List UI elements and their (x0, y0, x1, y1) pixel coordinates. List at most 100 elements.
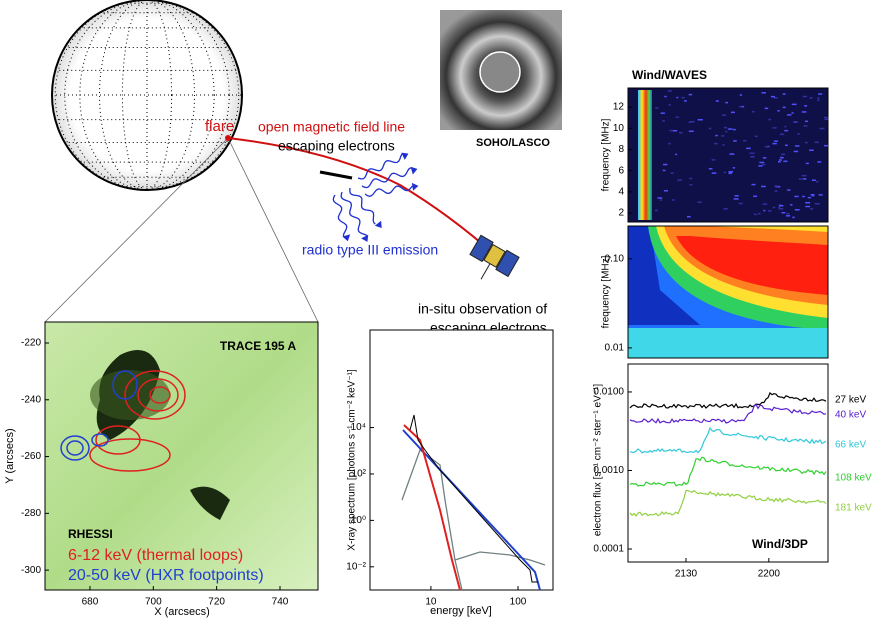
noise-dot (824, 117, 828, 119)
noise-dot (687, 216, 691, 218)
noise-dot (657, 197, 662, 199)
noise-dot (697, 201, 701, 203)
spacecraft (462, 235, 519, 290)
noise-dot (664, 96, 666, 98)
noise-dot (689, 121, 692, 123)
noise-dot (754, 214, 757, 216)
x-tick-label: 700 (145, 597, 162, 608)
electrons-label: escaping electrons (278, 138, 395, 154)
noise-dot (725, 102, 728, 104)
noise-dot (805, 202, 810, 204)
noise-dot (779, 205, 784, 207)
noise-dot (784, 130, 788, 132)
arrowhead (375, 221, 382, 228)
y-tick-label: 0.0100 (593, 387, 624, 398)
noise-dot (795, 145, 800, 147)
noise-dot (819, 128, 824, 129)
noise-dot (722, 114, 726, 116)
noise-dot (655, 107, 658, 109)
noise-dot (824, 145, 828, 147)
y-tick-label: 8 (618, 144, 624, 155)
noise-dot (799, 178, 803, 180)
channel-label: 27 keV (835, 395, 866, 406)
waves-bottom-image (628, 226, 828, 358)
noise-dot (712, 159, 716, 161)
noise-dot (775, 190, 778, 192)
arrowhead (410, 167, 417, 175)
noise-dot (762, 164, 765, 166)
y-tick-label: 0.0010 (593, 465, 624, 476)
noise-dot (786, 215, 790, 217)
y-tick-label: -240 (21, 394, 41, 405)
noise-dot (735, 195, 739, 197)
noise-dot (716, 100, 719, 102)
noise-dot (815, 142, 819, 144)
noise-dot (715, 135, 718, 137)
noise-dot (689, 178, 692, 180)
noise-dot (787, 114, 791, 116)
noise-dot (792, 104, 797, 106)
noise-dot (724, 127, 727, 129)
noise-dot (782, 212, 786, 214)
noise-dot (805, 142, 808, 144)
channel-label: 181 keV (835, 503, 872, 514)
noise-dot (794, 151, 798, 153)
dp-title: Wind/3DP (752, 537, 808, 551)
noise-dot (668, 143, 670, 145)
y-tick-label: 2 (618, 208, 624, 219)
y-tick-label: 10² (352, 469, 367, 480)
noise-dot (731, 112, 735, 114)
noise-dot (743, 140, 746, 142)
noise-dot (663, 164, 667, 166)
noise-dot (755, 136, 758, 138)
noise-dot (709, 128, 711, 130)
y-tick-label: 4 (618, 187, 624, 198)
noise-dot (802, 196, 805, 198)
x-tick-label: 2130 (675, 569, 698, 580)
noise-dot (778, 161, 781, 163)
noise-dot (689, 184, 692, 186)
noise-dot (758, 165, 762, 167)
page: {"sun_diagram":{"flare_label":"flare","f… (0, 0, 873, 619)
noise-dot (790, 204, 792, 206)
noise-dot (791, 112, 793, 114)
noise-dot (758, 213, 761, 215)
noise-dot (802, 175, 807, 177)
arrowhead (401, 153, 408, 160)
noise-dot (762, 92, 766, 94)
noise-dot (787, 189, 790, 191)
noise-dot (781, 154, 785, 156)
noise-dot (771, 96, 775, 98)
noise-dot (677, 179, 682, 181)
noise-dot (655, 210, 658, 212)
noise-dot (728, 173, 732, 175)
y-tick-label: 0.10 (605, 254, 625, 265)
noise-dot (803, 96, 807, 98)
noise-dot (734, 198, 739, 200)
noise-dot (733, 140, 737, 142)
noise-dot (812, 180, 816, 182)
noise-dot (817, 97, 819, 99)
noise-dot (672, 199, 675, 201)
noise-dot (746, 148, 751, 150)
noise-dot (783, 161, 787, 163)
noise-dot (661, 112, 665, 114)
arrowhead (412, 183, 419, 191)
noise-dot (671, 172, 674, 174)
radio-waves (333, 153, 418, 242)
lasco-title: SOHO/LASCO (476, 137, 550, 149)
noise-dot (724, 172, 726, 174)
channel-label: 40 keV (835, 410, 866, 421)
noise-dot (794, 196, 798, 198)
field-line (228, 138, 495, 255)
noise-dot (722, 144, 724, 146)
y-tick-label: -280 (21, 508, 41, 519)
noise-dot (739, 106, 741, 108)
y-tick-label: 0.0001 (593, 544, 624, 555)
noise-dot (806, 163, 809, 165)
x-tick-label: 2200 (758, 569, 781, 580)
noise-dot (815, 203, 820, 205)
x-tick-label: 680 (82, 597, 99, 608)
noise-dot (676, 97, 678, 99)
noise-dot (783, 107, 786, 109)
